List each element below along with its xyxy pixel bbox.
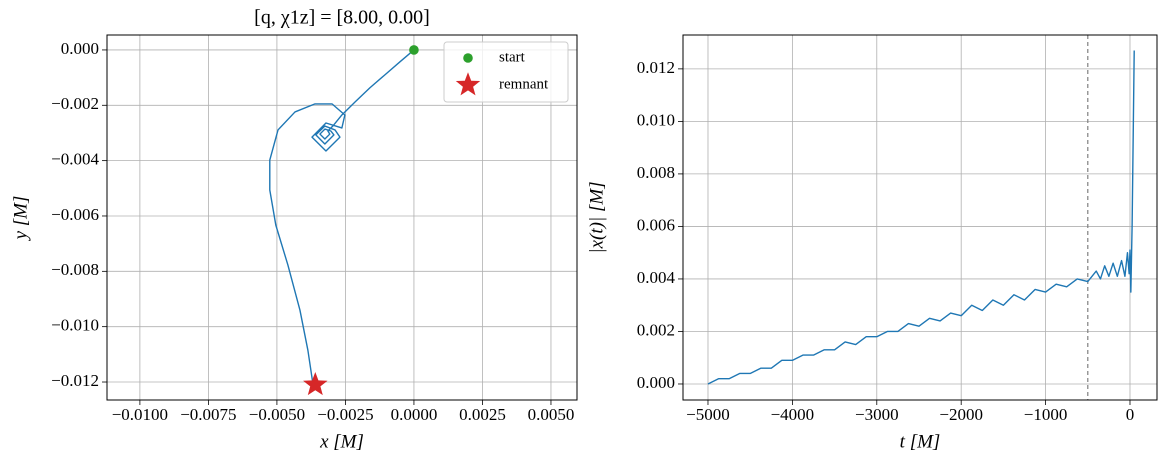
plot-area [707, 35, 1135, 400]
legend-marker [463, 53, 473, 63]
x-tick-label: −0.0025 [317, 405, 373, 424]
axes-frame [106, 34, 578, 401]
y-axis-label: y [M] [10, 196, 31, 242]
y-tick-label: 0.012 [637, 58, 675, 77]
data-line [707, 50, 1135, 385]
x-tick-label: 0.0050 [528, 405, 575, 424]
y-tick-label: 0.010 [637, 110, 675, 129]
x-tick-label: −3000 [855, 405, 899, 424]
x-tick-label: −2000 [939, 405, 983, 424]
x-tick-label: −0.0050 [249, 405, 305, 424]
y-tick-label: 0.006 [637, 215, 675, 234]
y-tick-label: −0.006 [51, 205, 99, 224]
y-tick-label: −0.004 [51, 150, 99, 169]
legend-label: start [499, 49, 526, 65]
x-axis-label: x [M] [319, 431, 364, 452]
legend-marker [455, 72, 481, 96]
circle-marker [409, 45, 419, 55]
x-tick-label: 0.0025 [459, 405, 506, 424]
x-tick-label: 0 [1126, 405, 1135, 424]
x-axis-label: t [M] [900, 431, 941, 452]
y-axis-label: |x(t)| [M] [586, 181, 607, 253]
y-tick-label: 0.000 [61, 39, 99, 58]
x-tick-label: −0.0100 [112, 405, 168, 424]
y-tick-label: −0.012 [51, 371, 99, 390]
y-tick-label: 0.002 [637, 320, 675, 339]
plot-area [269, 49, 415, 384]
y-tick-label: 0.004 [637, 268, 676, 287]
axes-frame [682, 34, 1158, 401]
x-tick-label: −0.0075 [180, 405, 236, 424]
star-marker [303, 372, 328, 396]
y-tick-label: −0.010 [51, 316, 99, 335]
x-tick-label: −1000 [1024, 405, 1068, 424]
x-tick-label: −5000 [686, 405, 730, 424]
data-line [269, 49, 415, 384]
y-tick-label: −0.008 [51, 260, 99, 279]
y-tick-label: −0.002 [51, 94, 99, 113]
y-tick-label: 0.008 [637, 163, 675, 182]
x-tick-label: −4000 [771, 405, 815, 424]
legend-label: remnant [499, 76, 549, 92]
x-tick-label: 0.0000 [391, 405, 438, 424]
legend: start remnant [443, 41, 569, 103]
chart-title: [q, χ1z] = [8.00, 0.00] [254, 7, 430, 29]
legend-frame [443, 41, 569, 103]
y-tick-label: 0.000 [637, 373, 675, 392]
